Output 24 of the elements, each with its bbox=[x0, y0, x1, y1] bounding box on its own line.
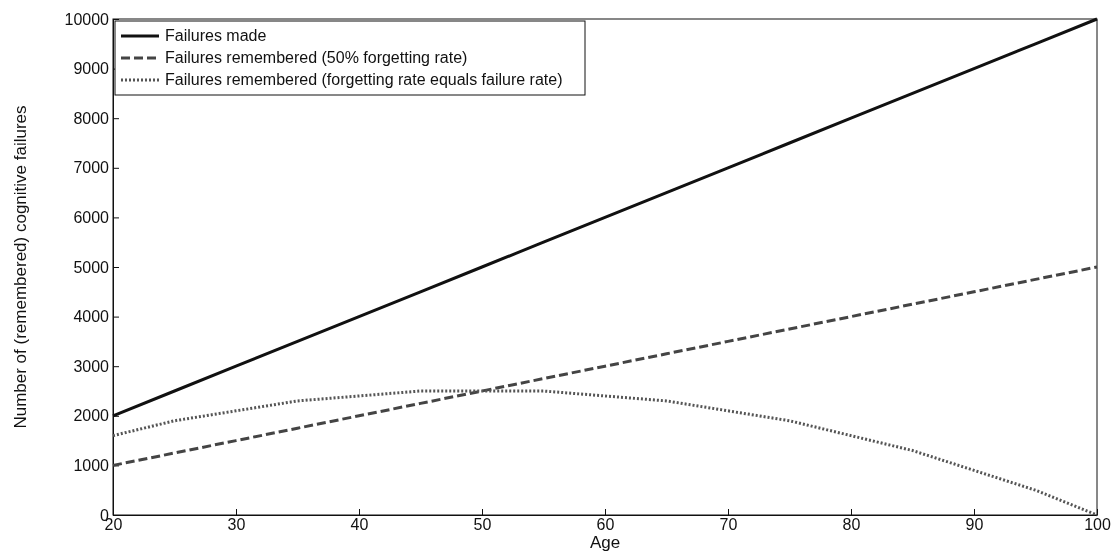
legend-label: Failures remembered (forgetting rate equals failure rate) bbox=[165, 71, 563, 88]
y-tick-label: 3000 bbox=[73, 357, 110, 375]
legend-label: Failures remembered (50% forgetting rate) bbox=[165, 49, 468, 66]
y-tick-label: 9000 bbox=[73, 60, 110, 78]
x-tick-label: 50 bbox=[473, 516, 492, 534]
y-tick-label: 2000 bbox=[73, 407, 110, 425]
x-tick-label: 30 bbox=[227, 516, 246, 534]
y-tick-label: 1000 bbox=[73, 457, 110, 475]
y-tick-label: 10000 bbox=[64, 10, 110, 28]
x-tick-label: 90 bbox=[965, 516, 984, 534]
y-axis-title: Number of (remembered) cognitive failures bbox=[11, 105, 30, 429]
y-tick-label: 5000 bbox=[73, 258, 110, 276]
x-tick-label: 100 bbox=[1084, 516, 1111, 534]
x-tick-label: 40 bbox=[350, 516, 369, 534]
x-tick-label: 60 bbox=[596, 516, 615, 534]
line-series bbox=[111, 265, 1099, 467]
x-tick-label: 80 bbox=[842, 516, 861, 534]
y-tick-label: 6000 bbox=[73, 209, 110, 227]
x-axis-title: Age bbox=[589, 533, 621, 552]
x-tick-label: 70 bbox=[719, 516, 738, 534]
y-tick-label: 7000 bbox=[73, 159, 110, 177]
y-tick-label: 8000 bbox=[73, 109, 110, 127]
y-tick-label: 4000 bbox=[73, 308, 110, 326]
legend-label: Failures made bbox=[165, 27, 267, 44]
